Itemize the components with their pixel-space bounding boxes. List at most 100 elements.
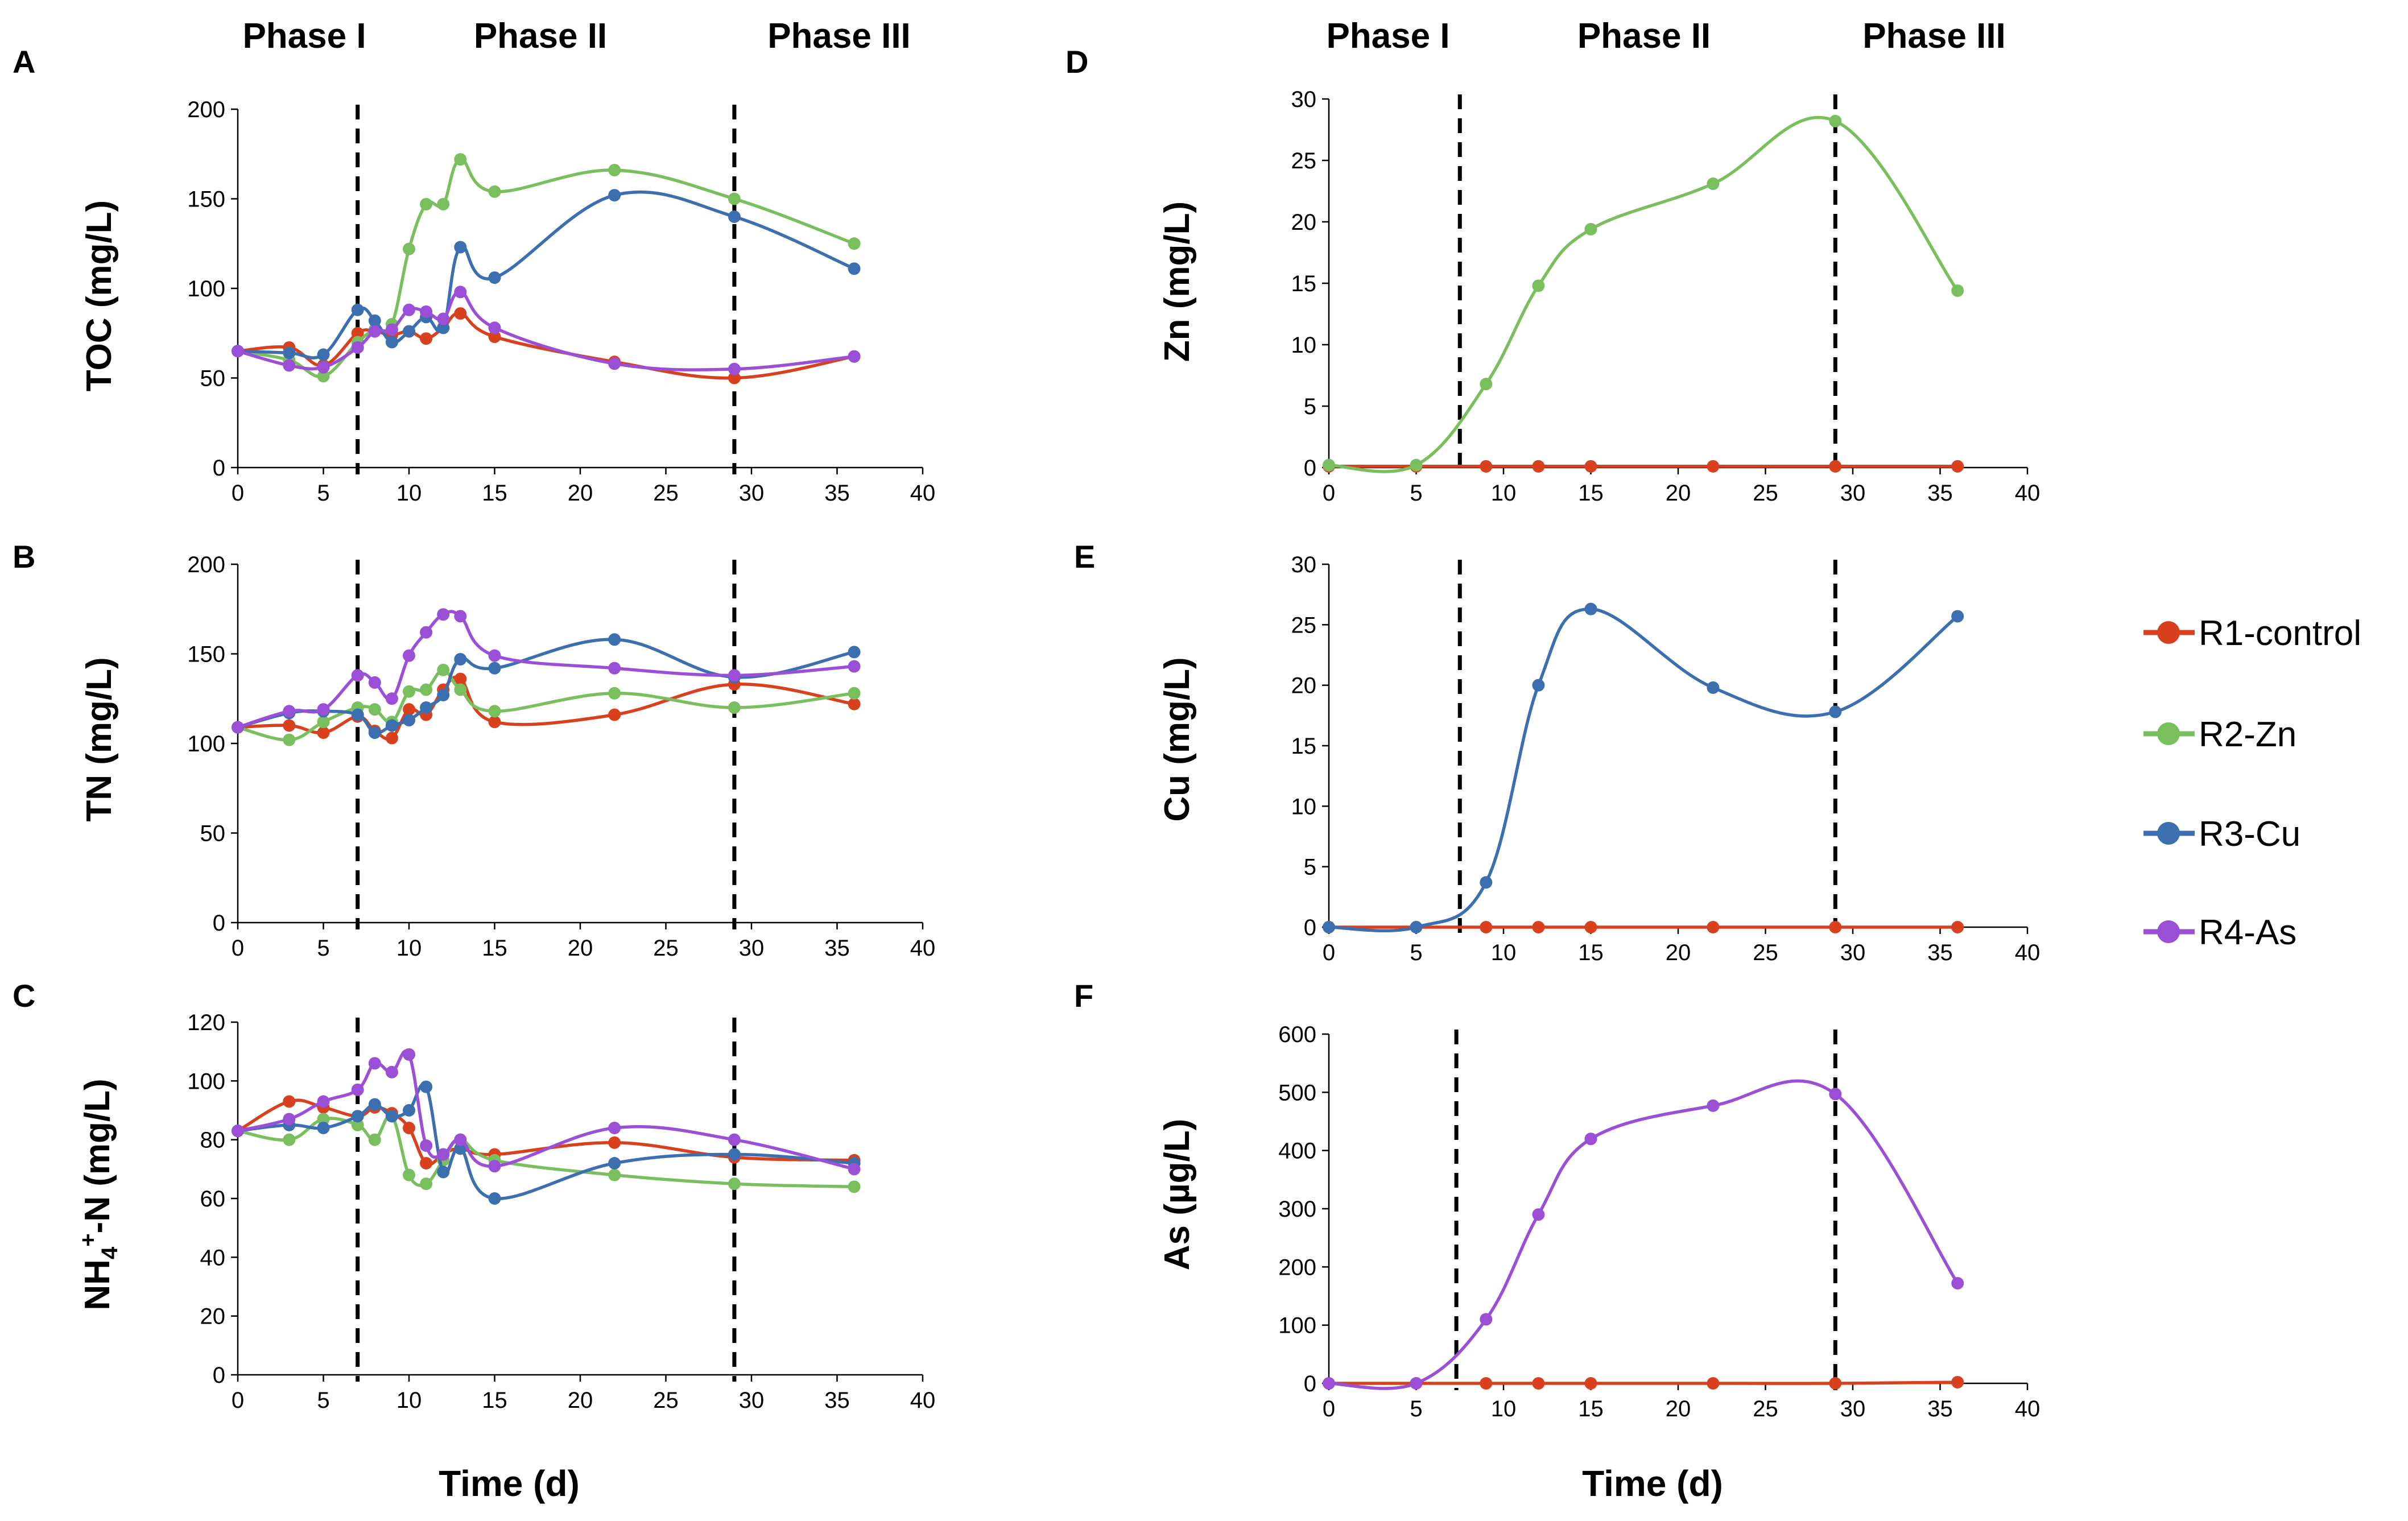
data-point-r4-as-b [317,703,330,716]
data-point-r4-as-b [385,692,398,705]
y-tick-label-a: 0 [213,456,225,481]
data-point-r3-cu-a [317,348,330,361]
y-tick-label-f: 0 [1304,1371,1316,1396]
data-point-r4-as-c [728,1133,741,1146]
data-point-r3-cu-e [1323,921,1335,933]
plot-panel-d: 0 5 10 15 20 25 30 0 5 10 15 20 25 30 35 40 [1291,87,2041,506]
data-point-r1-control-e [1707,921,1720,933]
data-point-r2-zn-c [420,1177,433,1191]
x-tick-label-a: 5 [317,481,329,506]
data-point-r2-zn-c [728,1177,741,1191]
data-point-r4-as-b [351,669,364,682]
x-tick-label-f: 25 [1753,1396,1778,1421]
x-tick-label-d: 20 [1666,481,1691,506]
data-point-r2-zn-b [848,687,861,700]
legend-label-r4: R4-As [2199,913,2297,952]
data-point-r4-as-a [488,321,501,334]
data-point-r2-zn-d [1951,284,1964,297]
data-point-r3-cu-b [848,646,861,659]
legend-marker-r1 [2157,621,2180,644]
data-point-r1-control-c [608,1136,621,1149]
data-point-r3-cu-c [608,1157,621,1169]
data-point-r3-cu-b [608,633,621,646]
data-point-r4-as-b [848,660,861,673]
data-point-r4-as-c [351,1083,364,1096]
data-point-r1-control-c [420,1157,433,1169]
data-point-r3-cu-c [385,1110,398,1123]
x-tick-label-c: 15 [482,1388,507,1413]
data-point-r4-as-a [420,305,433,318]
data-point-r4-as-f [1584,1133,1597,1146]
data-point-r2-zn-d [1480,378,1493,391]
panel-letter-f: F [1074,978,1093,1014]
data-point-r2-zn-c [848,1180,861,1193]
x-tick-label-b: 10 [396,936,422,961]
phase-label-right-2: Phase II [1577,16,1711,56]
data-point-r4-as-c [420,1139,433,1152]
data-point-r3-cu-b [403,714,415,727]
data-point-r4-as-b [454,610,467,623]
data-point-r2-zn-a [848,237,861,250]
series-line-r3-cu-b [237,638,855,735]
y-axis-label-b: TN (mg/L) [80,657,119,821]
data-point-r2-zn-d [1584,222,1597,235]
data-point-r2-zn-a [728,192,741,205]
data-point-r1-control-b [608,708,621,721]
data-point-r2-zn-a [437,197,450,210]
data-point-r4-as-f [1707,1099,1720,1112]
y-tick-label-d: 30 [1291,87,1317,112]
phase-label-left-1: Phase I [242,16,366,56]
data-point-r4-as-b [403,649,415,662]
data-point-r2-zn-a [420,197,433,210]
y-tick-label-c: 60 [200,1187,226,1212]
x-tick-label-a: 25 [653,481,679,506]
data-point-r1-control-b [454,672,467,685]
data-point-r3-cu-c [403,1104,415,1117]
data-point-r4-as-a [454,286,467,299]
y-tick-label-c: 120 [187,1010,225,1035]
y-tick-label-d: 5 [1304,394,1316,419]
data-point-r4-as-b [420,626,433,639]
data-point-r3-cu-c [420,1080,433,1093]
data-point-r2-zn-b [403,685,415,698]
x-tick-label-e: 15 [1578,940,1604,965]
data-point-r3-cu-e [1480,876,1493,889]
y-tick-label-f: 600 [1278,1022,1316,1047]
data-point-r2-zn-d [1410,458,1423,472]
data-point-r4-as-c [454,1133,467,1146]
x-tick-label-a: 10 [396,481,422,506]
data-point-r4-as-c [608,1122,621,1134]
data-point-r1-control-f [1707,1377,1720,1390]
data-point-r1-control-d [1584,460,1597,473]
x-tick-label-f: 35 [1927,1396,1953,1421]
x-tick-label-a: 20 [568,481,593,506]
data-point-r2-zn-a [403,242,415,255]
panel-letter-a: A [13,44,35,80]
data-point-r1-control-d [1532,460,1545,473]
data-point-r4-as-a [848,350,861,363]
series-line-r4-as-b [237,610,854,729]
y-tick-label-c: 40 [200,1245,226,1270]
data-point-r2-zn-b [283,733,296,746]
data-point-r4-as-b [437,608,450,621]
y-axis-label-d: Zn (mg/L) [1158,201,1197,362]
x-tick-label-c: 20 [568,1388,593,1413]
y-tick-label-b: 50 [200,821,226,846]
data-point-r3-cu-e [1829,705,1842,718]
data-point-r4-as-a [385,323,398,336]
data-point-r1-control-a [728,371,741,385]
y-tick-label-e: 0 [1304,915,1316,940]
plot-panel-e: 0 5 10 15 20 25 30 0 5 10 15 20 25 30 35 40 [1291,552,2041,965]
x-tick-label-b: 30 [739,936,765,961]
data-point-r4-as-a [232,345,244,358]
x-tick-label-f: 0 [1323,1396,1335,1421]
data-point-r4-as-c [403,1048,415,1061]
y-tick-label-f: 400 [1278,1139,1316,1164]
x-tick-label-e: 5 [1410,940,1422,965]
data-point-r2-zn-c [351,1118,364,1131]
data-point-r3-cu-b [385,719,398,732]
x-tick-label-c: 30 [739,1388,765,1413]
data-point-r3-cu-e [1584,602,1597,615]
x-tick-label-e: 20 [1666,940,1691,965]
y-tick-label-d: 0 [1304,456,1316,481]
